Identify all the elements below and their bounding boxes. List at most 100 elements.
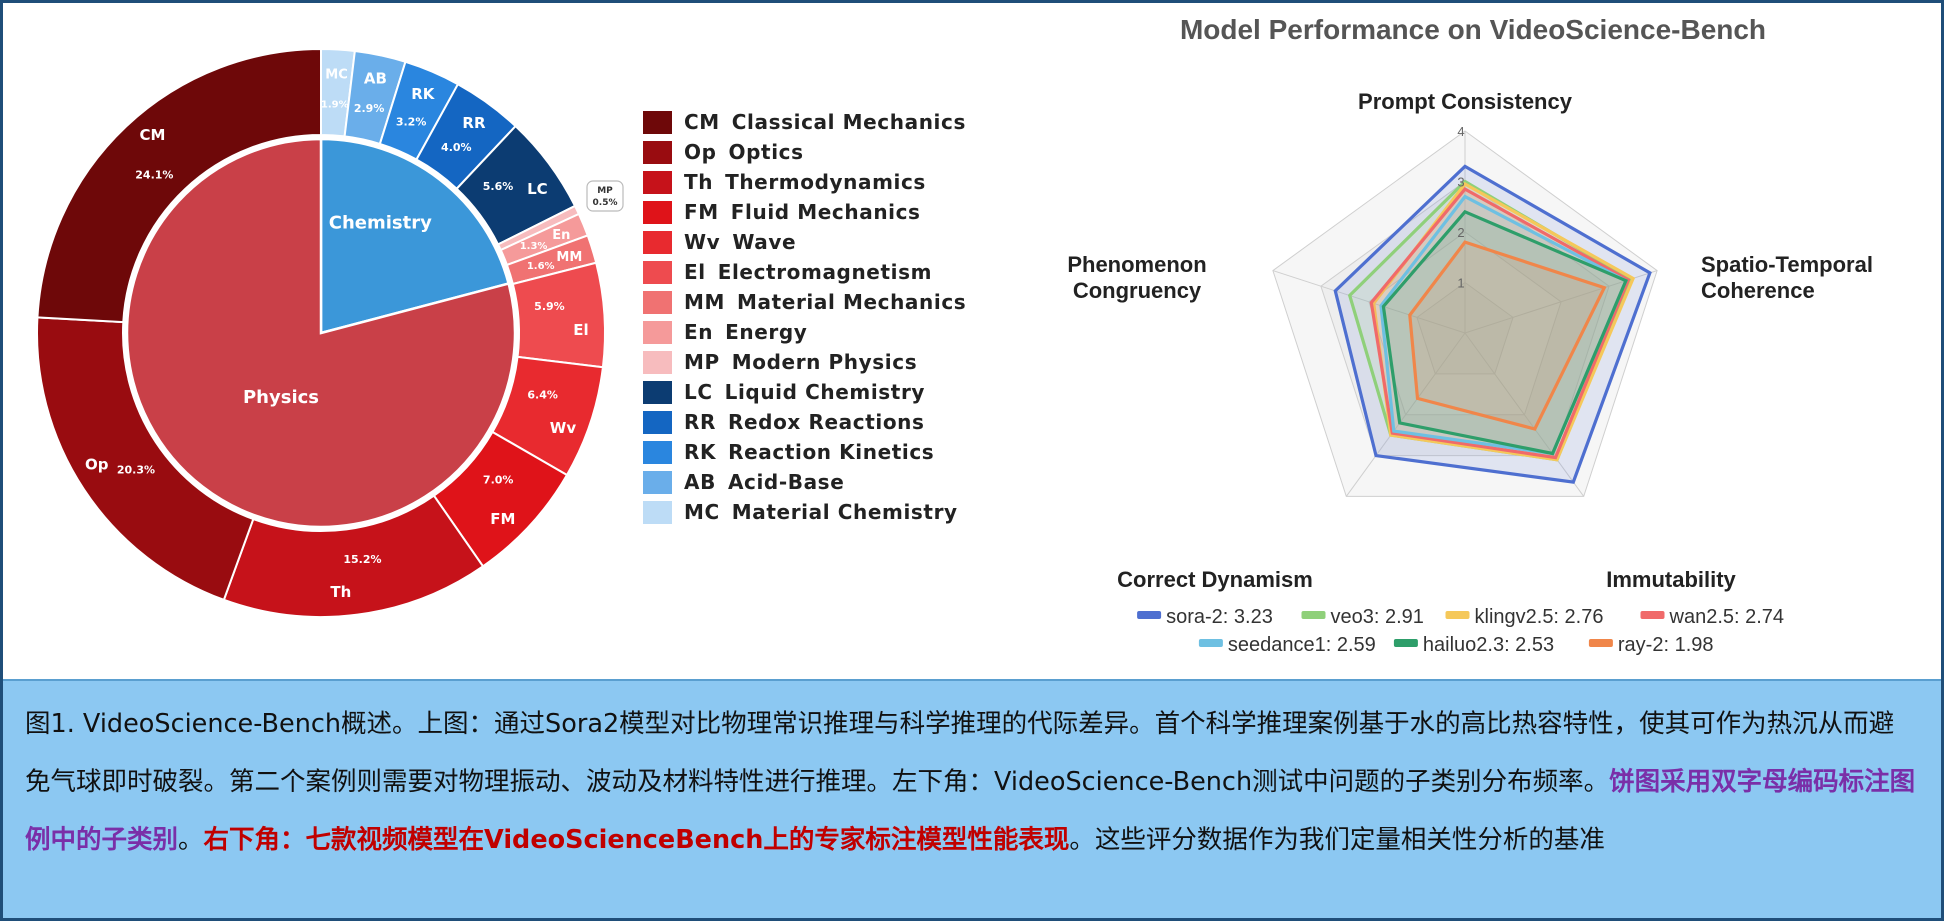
series-ray-2 (1408, 240, 1607, 431)
radar-title: Model Performance on VideoScience-Bench (1180, 14, 1766, 45)
legend-name: Modern Physics (731, 350, 918, 374)
inner-slice-chemistry (319, 137, 511, 335)
legend-item-mc: MC Material Chemistry (643, 497, 966, 527)
legend-code: Th (684, 170, 714, 194)
legend-swatch (643, 170, 672, 194)
legend-code: AB (684, 470, 716, 494)
legend-swatch (643, 200, 672, 224)
outer-code-label-en: En (552, 228, 570, 243)
legend-item-rr: RR Redox Reactions (643, 407, 966, 437)
radar-legend-label-veo3: veo3: 2.91 (1331, 606, 1424, 628)
outer-code-label-mm: MM (556, 250, 582, 265)
outer-code-label-op: Op (85, 456, 109, 474)
series-wan2-5 (1369, 187, 1631, 460)
outer-code-label-fm: FM (490, 510, 515, 528)
radial-tick-label: 3 (1457, 175, 1464, 190)
outer-pct-label-lc: 5.6% (483, 180, 514, 193)
radar-legend-swatch (1445, 611, 1470, 619)
outer-code-label-rr: RR (462, 114, 486, 132)
legend-item-rk: RK Reaction Kinetics (643, 437, 966, 467)
outer-code-label-el: El (573, 321, 588, 339)
outer-pct-label-rr: 4.0% (441, 141, 472, 154)
outer-pct-label-op: 20.3% (117, 464, 155, 477)
caption-text-3: 。这些评分数据作为我们定量相关性分析的基准 (1069, 825, 1605, 855)
radial-tick-label: 1 (1457, 276, 1464, 291)
inner-label-chemistry: Chemistry (329, 213, 432, 234)
legend-swatch (643, 470, 672, 494)
legend-code: Wv (684, 230, 721, 254)
outer-code-label-ab: AB (364, 70, 387, 88)
figure-caption: 图1. VideoScience-Bench概述。上图：通过Sora2模型对比物… (3, 679, 1941, 918)
radar-legend-label-ray-2: ray-2: 1.98 (1618, 634, 1714, 656)
legend-item-mp: MP Modern Physics (643, 347, 966, 377)
outer-pct-label-cm: 24.1% (135, 168, 173, 181)
radar-chart: Model Performance on VideoScience-Bench 1… (1067, 14, 1873, 656)
outer-code-label-lc: LC (527, 180, 548, 198)
legend-code: MM (684, 290, 726, 314)
legend-name: Acid-Base (727, 470, 845, 494)
legend-swatch (643, 320, 672, 344)
mp-callout-box (586, 180, 624, 212)
legend-name: Energy (725, 320, 808, 344)
outer-code-label-wv: Wv (550, 419, 577, 437)
axis-label-immutability: Immutability (1606, 567, 1736, 592)
legend-name: Reaction Kinetics (728, 440, 935, 464)
grid-spoke-2 (1464, 332, 1585, 497)
legend-item-wv: Wv Wave (643, 227, 966, 257)
legend-item-lc: LC Liquid Chemistry (643, 377, 966, 407)
legend-swatch (643, 440, 672, 464)
radar-legend-swatch (1640, 611, 1665, 619)
grid-spoke-4 (1272, 270, 1466, 334)
outer-pct-label-mm: 1.6% (527, 261, 555, 272)
caption-text: 图1. VideoScience-Bench概述。上图：通过Sora2模型对比物… (25, 709, 1895, 797)
legend-name: Optics (728, 140, 804, 164)
legend-name: Thermodynamics (725, 170, 926, 194)
radar-legend-swatch (1198, 639, 1223, 647)
radar-legend-label-seedance1: seedance1: 2.59 (1228, 634, 1376, 656)
legend-item-cm: CM Classical Mechanics (643, 107, 966, 137)
outer-code-label-th: Th (330, 583, 351, 601)
caption-purple-text: 饼图采用双字母编码标注图例中的子类别 (25, 767, 1916, 855)
legend-item-mm: MM Material Mechanics (643, 287, 966, 317)
legend-item-th: Th Thermodynamics (643, 167, 966, 197)
legend-name: Fluid Mechanics (730, 200, 921, 224)
legend-code: MC (684, 500, 720, 524)
legend-name: Electromagnetism (717, 260, 933, 284)
legend-swatch (643, 230, 672, 254)
radar-legend-label-wan2-5: wan2.5: 2.74 (1669, 606, 1785, 628)
outer-code-label-mp: MP (597, 186, 613, 196)
legend-item-fm: FM Fluid Mechanics (643, 197, 966, 227)
legend-name: Redox Reactions (728, 410, 925, 434)
outer-pct-label-mc: 1.9% (321, 99, 349, 110)
legend-name: Liquid Chemistry (724, 380, 926, 404)
legend-code: CM (684, 110, 720, 134)
legend-code: RK (684, 440, 717, 464)
outer-code-label-cm: CM (139, 126, 165, 144)
radar-legend-swatch (1393, 639, 1418, 647)
legend-swatch (643, 500, 672, 524)
grid-spoke-3 (1345, 332, 1466, 497)
legend-item-en: En Energy (643, 317, 966, 347)
radar-legend-label-hailuo2-3: hailuo2.3: 2.53 (1423, 634, 1554, 656)
radar-legend-label-klingv2-5: klingv2.5: 2.76 (1475, 606, 1604, 628)
caption-red-text: 右下角：七款视频模型在VideoScienceBench上的专家标注模型性能表现 (203, 825, 1070, 855)
legend-swatch (643, 260, 672, 284)
axis-label-phenomenon-congruency: Phenomenon (1067, 252, 1206, 277)
legend-swatch (643, 140, 672, 164)
outer-pct-label-mp: 0.5% (593, 198, 618, 208)
radar-legend-swatch (1588, 639, 1613, 647)
legend-swatch (643, 110, 672, 134)
outer-pct-label-wv: 6.4% (527, 388, 558, 401)
legend-code: El (684, 260, 706, 284)
legend-swatch (643, 380, 672, 404)
axis-label-spatio-temporal-coherence: Coherence (1701, 278, 1815, 303)
legend-name: Material Mechanics (737, 290, 967, 314)
caption-text-2: 。 (178, 825, 204, 855)
legend-name: Classical Mechanics (731, 110, 966, 134)
radial-tick-label: 2 (1457, 225, 1464, 240)
donut-chart: MC 1.9% AB 2.9% RK 3.2% RR 4.0% LC 5.6% MP 0.5% En 1.… (36, 47, 624, 618)
outer-pct-label-en: 1.3% (520, 241, 548, 252)
legend-code: RR (684, 410, 717, 434)
axis-label-spatio-temporal-coherence: Spatio-Temporal (1701, 252, 1873, 277)
